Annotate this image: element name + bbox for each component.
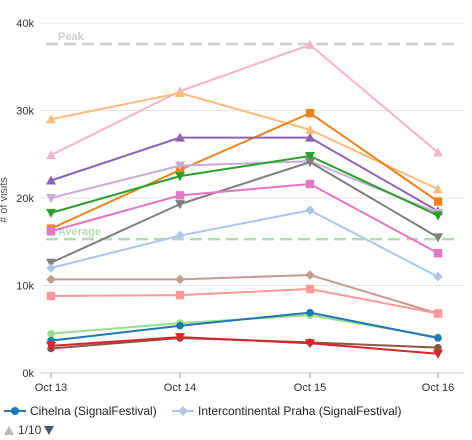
series-10 (46, 284, 443, 318)
series-line[interactable] (50, 155, 439, 217)
data-point[interactable] (175, 333, 185, 343)
data-point[interactable] (433, 233, 443, 243)
diamond-marker-icon (172, 406, 194, 416)
data-point[interactable] (175, 200, 185, 210)
data-point[interactable] (305, 132, 315, 142)
series-line[interactable] (50, 336, 439, 355)
series-line[interactable] (50, 112, 439, 230)
series-line[interactable] (50, 160, 439, 214)
y-axis-label: # of visits (0, 177, 10, 223)
data-point[interactable] (175, 132, 185, 142)
y-tick-label: 40k (16, 18, 34, 30)
reference-lines: Peak Average (46, 31, 458, 241)
data-point[interactable] (433, 271, 443, 282)
legend-item-intercontinental-praha[interactable]: Intercontinental Praha (SignalFestival) (172, 402, 401, 420)
legend-label: Intercontinental Praha (SignalFestival) (198, 404, 402, 418)
data-point[interactable] (46, 175, 56, 185)
reference-line-label: Peak (58, 31, 85, 43)
y-tick-label: 30k (16, 106, 34, 118)
legend-label: Cihelna (SignalFestival) (30, 404, 157, 418)
data-point[interactable] (46, 194, 56, 203)
series-8 (46, 205, 443, 282)
x-tick-label: Oct 14 (164, 382, 196, 394)
series-line[interactable] (50, 136, 439, 212)
data-point[interactable] (46, 227, 56, 236)
series-line[interactable] (50, 161, 439, 264)
series-line[interactable] (50, 92, 439, 191)
data-point[interactable] (305, 205, 315, 216)
data-point[interactable] (305, 284, 315, 294)
x-axis-ticks: Oct 13 Oct 14 Oct 15 Oct 16 (35, 373, 454, 394)
data-point[interactable] (305, 179, 315, 189)
data-point[interactable] (433, 197, 443, 206)
data-point[interactable] (305, 270, 315, 280)
data-point[interactable] (433, 349, 443, 359)
data-point[interactable] (46, 150, 56, 160)
series-6 (46, 158, 443, 268)
data-point[interactable] (175, 172, 185, 182)
data-point[interactable] (175, 191, 185, 200)
data-point[interactable] (305, 158, 315, 168)
data-point[interactable] (433, 248, 443, 258)
data-point[interactable] (175, 290, 185, 300)
pager-down-icon[interactable] (44, 425, 55, 435)
data-point[interactable] (46, 263, 56, 273)
grid-lines (40, 22, 464, 374)
data-point[interactable] (434, 343, 442, 352)
pager-label: 1/10 (18, 423, 42, 437)
data-point[interactable] (433, 147, 443, 157)
legend-item-cihelna[interactable]: Cihelna (SignalFestival) (4, 402, 157, 420)
y-tick-label: 10k (16, 281, 34, 293)
data-point[interactable] (46, 274, 56, 285)
data-point[interactable] (175, 88, 185, 97)
legend: Cihelna (SignalFestival) Intercontinenta… (2, 402, 472, 420)
data-point[interactable] (175, 161, 185, 171)
data-point[interactable] (306, 308, 314, 317)
data-point[interactable] (46, 291, 56, 301)
data-point[interactable] (175, 230, 185, 241)
data-point[interactable] (434, 334, 442, 342)
circle-marker-icon (4, 407, 26, 415)
series-line[interactable] (50, 43, 439, 157)
y-tick-label: 0k (22, 368, 34, 380)
series-line[interactable] (50, 209, 439, 278)
x-tick-label: Oct 15 (294, 382, 326, 394)
data-point[interactable] (305, 152, 315, 161)
data-point[interactable] (305, 124, 315, 134)
series-line[interactable] (50, 288, 439, 315)
series-line[interactable] (51, 274, 439, 315)
data-point[interactable] (46, 208, 56, 218)
series-line[interactable] (50, 183, 439, 255)
series-7 (46, 179, 443, 258)
data-point[interactable] (46, 114, 56, 124)
series-9 (46, 270, 443, 319)
series-1 (46, 88, 443, 194)
data-point[interactable] (46, 341, 56, 351)
data-point[interactable] (175, 274, 185, 285)
data-point[interactable] (305, 108, 315, 118)
y-axis-ticks: 0k 10k 20k 30k 40k (16, 18, 34, 380)
series-line[interactable] (50, 311, 439, 342)
data-point[interactable] (176, 321, 184, 330)
legend-pager: 1/10 (4, 421, 55, 439)
data-point[interactable] (433, 211, 443, 221)
y-tick-label: 20k (16, 193, 34, 205)
x-tick-label: Oct 16 (422, 382, 454, 394)
data-point[interactable] (305, 39, 315, 49)
data-point[interactable] (433, 184, 443, 194)
pager-up-icon[interactable] (4, 425, 14, 435)
data-point[interactable] (433, 309, 443, 318)
series-12 (47, 308, 442, 345)
data-point[interactable] (47, 329, 55, 338)
data-point[interactable] (305, 339, 315, 349)
x-tick-label: Oct 13 (35, 382, 67, 394)
series-group (46, 39, 443, 359)
series-14 (46, 333, 443, 359)
reference-line-label: Average (58, 226, 101, 238)
series-5 (46, 152, 443, 221)
